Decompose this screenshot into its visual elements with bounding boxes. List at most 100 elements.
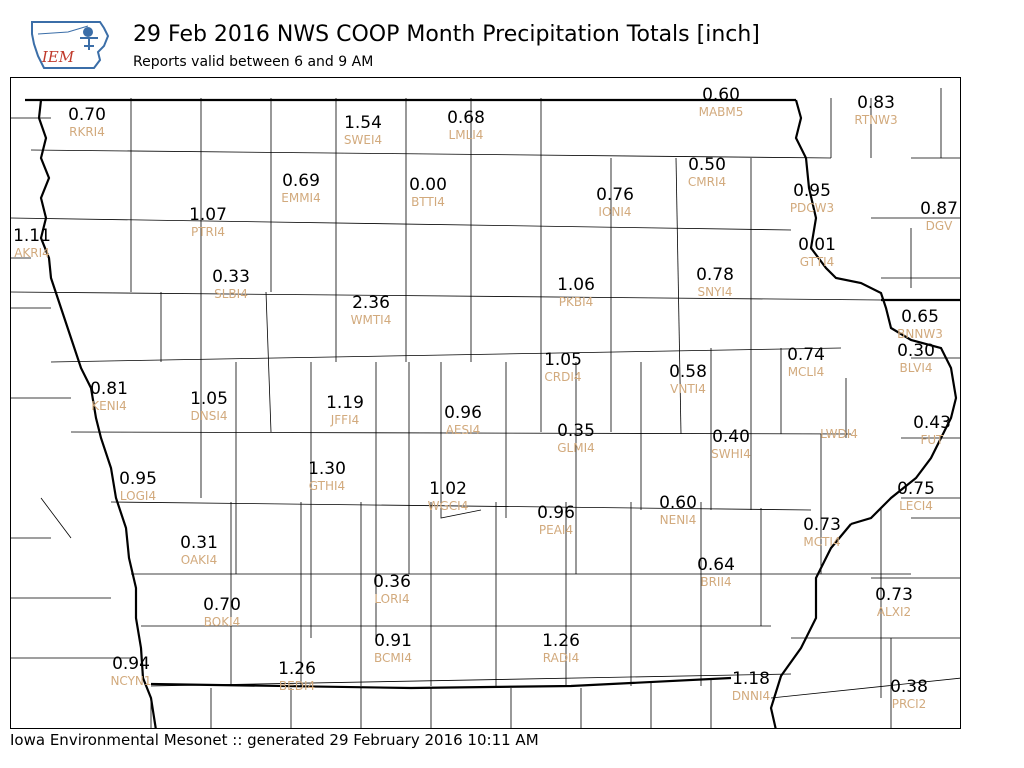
station-peai4: 0.96 PEAI4 (537, 504, 575, 538)
station-wmti4: 2.36 WMTI4 (350, 293, 392, 328)
station-value: 0.95 (793, 181, 831, 201)
station-value: 0.75 (897, 479, 935, 499)
station-value: 1.06 (557, 275, 595, 295)
station-id: BOKI4 (203, 615, 241, 629)
station-leci4: 0.75 LECI4 (897, 479, 935, 514)
station-prci2: 0.38 PRCI2 (890, 677, 928, 712)
station-brii4: 0.64 BRII4 (697, 556, 735, 590)
station-fut: 0.43 FUT (913, 413, 951, 448)
station-vnti4: 0.58 VNTI4 (669, 362, 707, 397)
station-value: 0.83 (857, 93, 895, 113)
station-id: MCTI4 (803, 535, 841, 549)
station-id: GLMI4 (557, 441, 595, 455)
station-id: SNYI4 (697, 285, 733, 299)
station-id: PDCW3 (789, 201, 835, 215)
station-gthi4: 1.30 GTHI4 (308, 460, 346, 494)
station-akri4: 1.11 AKRI4 (13, 226, 51, 261)
station-id: CRDI4 (544, 370, 582, 384)
station-keni4: 0.81 KENI4 (90, 379, 128, 414)
station-value: 0.81 (90, 379, 128, 399)
station-value: 0.95 (119, 469, 157, 489)
station-mcti4: 0.73 MCTI4 (803, 515, 841, 550)
station-value: 0.76 (596, 185, 634, 205)
station-bcmi4: 0.91 BCMI4 (374, 631, 412, 666)
station-bedi4: 1.26 BEDI4 (278, 659, 316, 694)
station-id: LMLI4 (448, 128, 484, 142)
station-boki4: 0.70 BOKI4 (203, 596, 241, 630)
station-value: 1.07 (189, 205, 227, 225)
station-id: GTHI4 (308, 479, 346, 493)
station-value: 0.65 (901, 307, 939, 327)
station-lmli4: 0.68 LMLI4 (447, 108, 485, 143)
station-btti4: 0.00 BTTI4 (409, 176, 447, 210)
station-rkri4: 0.70 RKRI4 (68, 105, 106, 140)
station-id: RKRI4 (69, 125, 105, 139)
station-value: 1.05 (190, 389, 228, 409)
station-dnni4: 1.18 DNNI4 (731, 669, 771, 704)
station-id: BCMI4 (374, 651, 412, 665)
station-value: 0.60 (659, 493, 697, 513)
station-ncyn1: 0.94 NCYN1 (110, 655, 151, 689)
station-rtnw3: 0.83 RTNW3 (854, 93, 897, 128)
station-value: 2.36 (352, 293, 390, 313)
iem-logo: IEM (28, 16, 114, 76)
station-value: 0.73 (803, 515, 841, 535)
precipitation-map: 0.70 RKRI4 1.54 SWEI4 0.68 LMLI4 0.60 MA… (10, 77, 961, 729)
station-id: SWEI4 (343, 133, 383, 147)
station-id: OAKI4 (180, 553, 218, 567)
station-id: WMTI4 (350, 313, 392, 327)
station-value: 0.78 (696, 265, 734, 285)
station-value: 0.73 (875, 585, 913, 605)
station-value: 0.60 (702, 85, 740, 105)
station-emmi4: 0.69 EMMI4 (281, 171, 321, 206)
station-id: LWDI4 (820, 427, 858, 441)
station-id: LOGI4 (119, 489, 157, 503)
station-id: DNNI4 (731, 689, 771, 703)
map-subtitle: Reports valid between 6 and 9 AM (133, 54, 374, 70)
station-value: 0.68 (447, 108, 485, 128)
station-value: 0.01 (798, 235, 836, 255)
station-lori4: 0.36 LORI4 (373, 573, 411, 607)
station-value: 0.87 (920, 199, 958, 219)
station-value: 0.69 (282, 171, 320, 191)
station-crdi4: 1.05 CRDI4 (544, 351, 582, 385)
station-id: MABM5 (698, 105, 744, 119)
station-id: DNSI4 (190, 409, 228, 423)
station-id: DGV (925, 219, 953, 233)
station-bnnw3: 0.65 BNNW3 (897, 307, 943, 342)
station-value: 0.33 (212, 267, 250, 287)
station-pkbi4: 1.06 PKBI4 (557, 275, 595, 310)
station-alxi2: 0.73 ALXI2 (875, 585, 913, 620)
station-radi4: 1.26 RADI4 (542, 631, 580, 666)
station-id: RADI4 (542, 651, 580, 665)
station-id: LORI4 (374, 592, 410, 606)
station-value: 0.70 (68, 105, 106, 125)
station-slbi4: 0.33 SLBI4 (212, 267, 250, 302)
station-value: 0.74 (787, 345, 825, 365)
station-logi4: 0.95 LOGI4 (119, 469, 157, 504)
station-ptri4: 1.07 PTRI4 (189, 205, 227, 240)
station-value: 1.18 (732, 669, 770, 689)
station-id: SWHI4 (711, 447, 751, 461)
station-id: PEAI4 (538, 523, 574, 537)
station-value: 0.43 (913, 413, 951, 433)
station-id: EMMI4 (281, 191, 321, 205)
station-id: KENI4 (91, 399, 127, 413)
map-title: 29 Feb 2016 NWS COOP Month Precipitation… (133, 22, 760, 47)
station-jffi4: 1.19 JFFI4 (326, 394, 364, 428)
station-id: PKBI4 (558, 295, 594, 309)
station-id: SLBI4 (214, 287, 248, 301)
station-value: 1.11 (13, 226, 51, 246)
station-value: 1.02 (429, 479, 467, 499)
station-value: 1.54 (344, 113, 382, 133)
station-value: 1.26 (542, 631, 580, 651)
station-value: 0.96 (444, 403, 482, 423)
station-id: BRII4 (700, 575, 732, 589)
station-value: 0.91 (374, 631, 412, 651)
station-id: VNTI4 (670, 382, 706, 396)
station-value: 0.58 (669, 362, 707, 382)
station-value: 0.38 (890, 677, 928, 697)
station-value: 1.26 (278, 659, 316, 679)
station-id: FUT (920, 433, 944, 447)
station-value: 0.31 (180, 533, 218, 553)
